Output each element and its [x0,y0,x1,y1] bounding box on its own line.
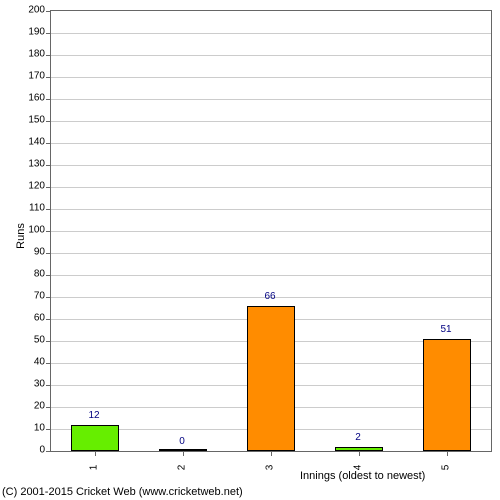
x-tick-label: 3 [265,465,276,471]
grid-line [51,77,491,78]
plot-area [50,10,492,452]
grid-line [51,165,491,166]
bar-value-label: 51 [440,324,451,335]
bar-value-label: 2 [355,432,361,443]
bar-value-label: 0 [179,436,185,447]
y-tick-label: 120 [5,181,45,192]
bar [247,306,295,451]
y-tick [46,55,51,56]
y-tick [46,33,51,34]
y-tick [46,143,51,144]
grid-line [51,99,491,100]
y-tick-label: 50 [5,335,45,346]
y-tick [46,297,51,298]
y-tick-label: 190 [5,27,45,38]
y-tick [46,99,51,100]
y-tick [46,187,51,188]
y-tick [46,11,51,12]
y-tick [46,165,51,166]
grid-line [51,55,491,56]
y-tick [46,77,51,78]
x-tick [183,451,184,456]
bar-value-label: 12 [88,410,99,421]
y-tick [46,253,51,254]
y-tick-label: 40 [5,357,45,368]
grid-line [51,121,491,122]
y-tick [46,407,51,408]
y-tick-label: 110 [5,203,45,214]
bar [423,339,471,451]
y-tick [46,275,51,276]
y-tick-label: 80 [5,269,45,280]
y-tick-label: 30 [5,379,45,390]
x-tick [95,451,96,456]
y-tick-label: 60 [5,313,45,324]
y-tick [46,231,51,232]
y-tick [46,363,51,364]
y-tick [46,319,51,320]
bar [71,425,119,451]
chart-container: Runs (C) 2001-2015 Cricket Web (www.cric… [0,0,500,500]
y-tick-label: 70 [5,291,45,302]
y-tick-label: 20 [5,401,45,412]
y-tick-label: 160 [5,93,45,104]
y-tick [46,209,51,210]
y-tick [46,451,51,452]
y-tick-label: 10 [5,423,45,434]
grid-line [51,253,491,254]
x-tick-label: 5 [441,465,452,471]
y-tick-label: 130 [5,159,45,170]
x-tick [447,451,448,456]
grid-line [51,231,491,232]
grid-line [51,209,491,210]
y-tick [46,121,51,122]
bar-value-label: 66 [264,291,275,302]
y-tick-label: 100 [5,225,45,236]
y-tick-label: 170 [5,71,45,82]
grid-line [51,187,491,188]
y-tick-label: 150 [5,115,45,126]
x-tick-label: 1 [89,465,100,471]
x-axis-label: Innings (oldest to newest) [300,470,425,482]
copyright-text: (C) 2001-2015 Cricket Web (www.cricketwe… [2,486,243,498]
grid-line [51,275,491,276]
y-tick-label: 200 [5,5,45,16]
y-tick [46,341,51,342]
y-tick [46,429,51,430]
y-tick [46,385,51,386]
y-tick-label: 90 [5,247,45,258]
y-tick-label: 0 [5,445,45,456]
y-tick-label: 180 [5,49,45,60]
grid-line [51,143,491,144]
x-tick-label: 2 [177,465,188,471]
x-tick [271,451,272,456]
grid-line [51,33,491,34]
y-tick-label: 140 [5,137,45,148]
x-tick [359,451,360,456]
